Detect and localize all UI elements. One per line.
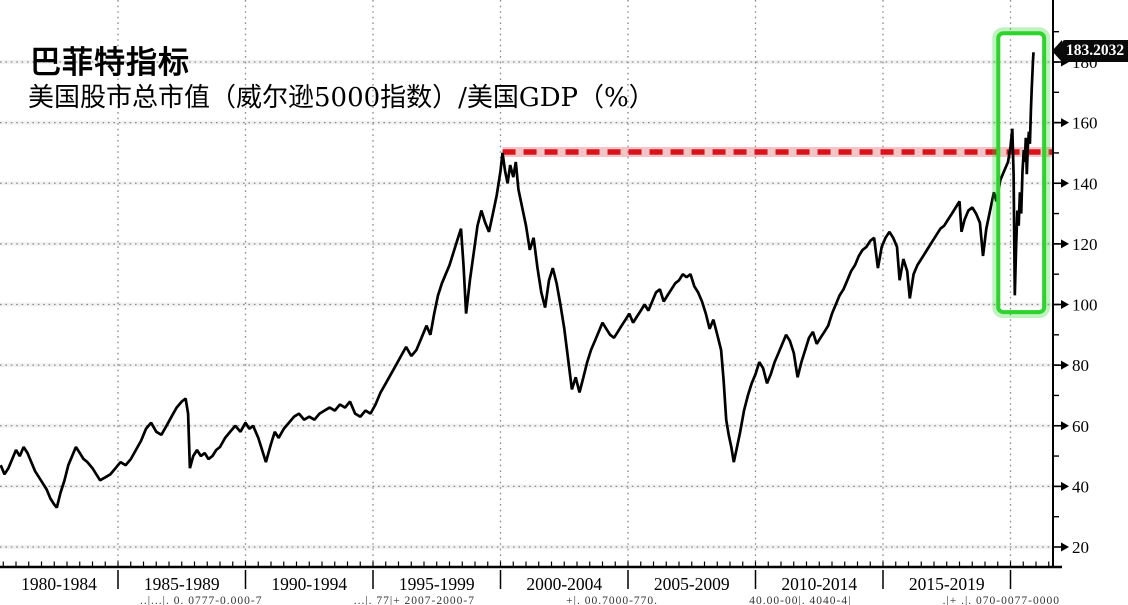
- y-tick-arrow-icon: [1061, 360, 1069, 370]
- callout-arrow-icon: [1052, 40, 1062, 62]
- page-title: 巴菲特指标: [30, 45, 190, 81]
- y-axis-label: 140: [1072, 174, 1098, 193]
- highlight-box: [996, 31, 1047, 315]
- y-axis-label: 20: [1072, 538, 1089, 557]
- y-axis-label: 160: [1072, 114, 1098, 133]
- y-tick-arrow-icon: [1061, 118, 1069, 128]
- y-tick-arrow-icon: [1061, 542, 1069, 552]
- callout-value: 183.2032: [1062, 40, 1128, 62]
- x-axis-label: 1995-1999: [399, 574, 475, 594]
- last-value-callout: 183.2032: [1052, 40, 1128, 62]
- x-axis-label: 1980-1984: [21, 574, 97, 594]
- x-axis-label: 2010-2014: [781, 574, 857, 594]
- y-axis-label: 40: [1072, 477, 1089, 496]
- x-axis-label: 1985-1989: [144, 574, 220, 594]
- chart-subtitle: 美国股市总市值（威尔逊5000指数）/美国GDP（%）: [28, 83, 655, 113]
- y-tick-arrow-icon: [1061, 481, 1069, 491]
- y-tick-arrow-icon: [1061, 300, 1069, 309]
- x-axis-label: 1990-1994: [271, 574, 347, 594]
- footer-fragment: +|. 00.7000-770.: [566, 595, 659, 605]
- y-axis-label: 100: [1072, 296, 1098, 315]
- clipped-footer-text: ..|...|. 0. 0777-0.000-7 ...|. 77|+ 2007-…: [0, 595, 1060, 605]
- y-axis-label: 60: [1072, 417, 1089, 436]
- footer-fragment: 40.00-00|. 4040-4|: [749, 595, 852, 605]
- y-tick-arrow-icon: [1061, 421, 1069, 431]
- y-axis-label: 120: [1072, 235, 1098, 254]
- x-axis-label: 2015-2019: [909, 574, 985, 594]
- footer-fragment: .|+ .|. 070-0077-0000: [942, 595, 1060, 605]
- footer-fragment: ..|...|. 0. 0777-0.000-7: [140, 595, 263, 605]
- x-axis-label: 2000-2004: [526, 574, 602, 594]
- y-tick-arrow-icon: [1061, 239, 1069, 249]
- y-axis-label: 80: [1072, 356, 1089, 375]
- indicator-line: [0, 52, 1035, 509]
- y-tick-arrow-icon: [1061, 178, 1069, 188]
- x-axis-label: 2005-2009: [654, 574, 730, 594]
- footer-fragment: ...|. 77|+ 2007-2000-7: [353, 595, 475, 605]
